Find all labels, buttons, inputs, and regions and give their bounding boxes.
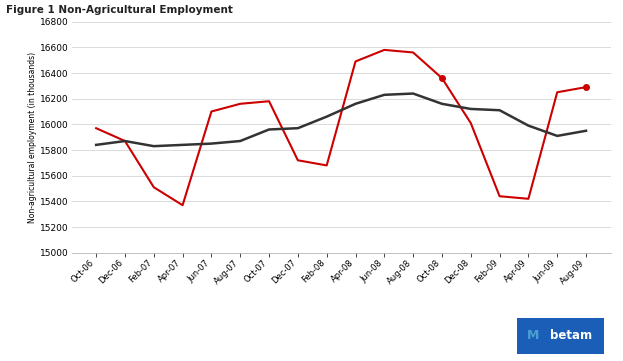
Text: M: M — [526, 329, 539, 342]
Text: Figure 1 Non-Agricultural Employment: Figure 1 Non-Agricultural Employment — [6, 5, 233, 16]
Y-axis label: Non-agricultural employment (in thousands): Non-agricultural employment (in thousand… — [28, 52, 37, 223]
Text: betam: betam — [550, 329, 592, 342]
